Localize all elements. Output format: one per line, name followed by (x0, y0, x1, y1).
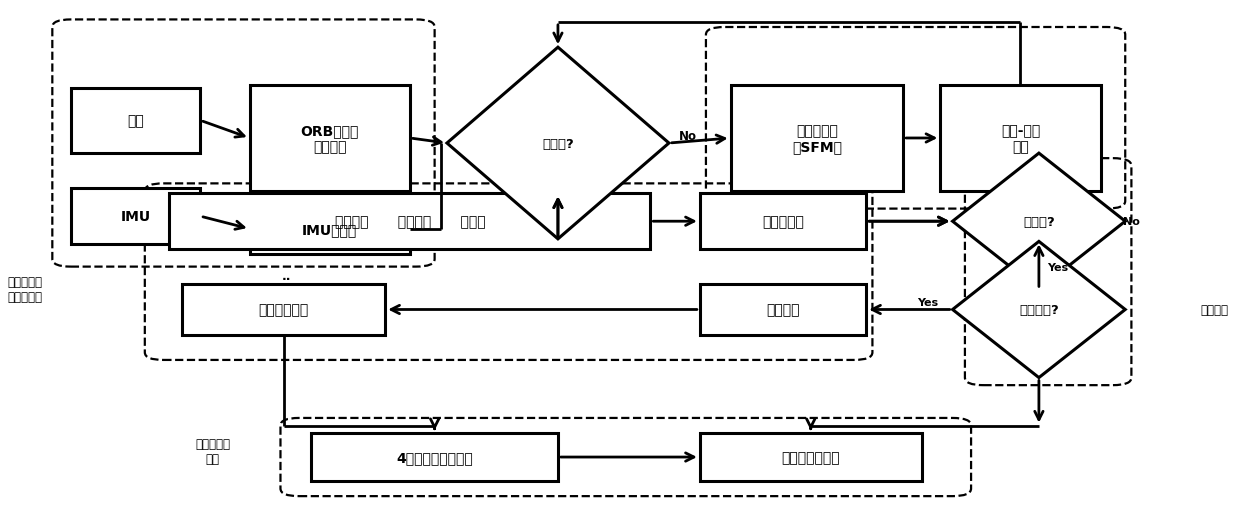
FancyBboxPatch shape (71, 89, 201, 154)
Text: ..: .. (282, 270, 291, 282)
Text: No: No (1123, 217, 1140, 227)
FancyBboxPatch shape (249, 204, 410, 254)
FancyBboxPatch shape (182, 285, 385, 335)
Text: 初始化?: 初始化? (543, 137, 574, 150)
Polygon shape (953, 154, 1125, 290)
FancyBboxPatch shape (311, 433, 558, 481)
Text: 相机: 相机 (128, 114, 144, 128)
FancyBboxPatch shape (700, 433, 922, 481)
Text: 仅基于视觉
（SFM）: 仅基于视觉 （SFM） (792, 124, 843, 154)
Text: 局部视觉惯
导实时优化: 局部视觉惯 导实时优化 (7, 276, 42, 304)
Text: 存储关键帧数据: 存储关键帧数据 (782, 450, 840, 464)
Text: 非线性优化: 非线性优化 (762, 215, 804, 229)
Text: 回环检测: 回环检测 (1201, 303, 1228, 317)
FancyBboxPatch shape (700, 194, 866, 249)
Text: 特征检索: 特征检索 (766, 303, 799, 317)
Text: 全局位姿图
优化: 全局位姿图 优化 (196, 437, 230, 465)
Polygon shape (953, 242, 1125, 378)
FancyBboxPatch shape (700, 285, 866, 335)
Text: 关键帧?: 关键帧? (1023, 215, 1054, 228)
Text: 旧的状态      滑动窗口      新状态: 旧的状态 滑动窗口 新状态 (335, 215, 486, 229)
Text: 加入回环检测: 加入回环检测 (259, 303, 309, 317)
Text: No: No (679, 130, 696, 143)
FancyBboxPatch shape (249, 86, 410, 191)
Text: Yes: Yes (1047, 262, 1068, 272)
Text: 回环检测?: 回环检测? (1018, 303, 1059, 317)
Text: 4自由度位姿图优化: 4自由度位姿图优化 (396, 450, 473, 464)
Polygon shape (447, 48, 669, 239)
FancyBboxPatch shape (731, 86, 903, 191)
FancyBboxPatch shape (71, 189, 201, 244)
Text: ORB特征提
取与匹配: ORB特征提 取与匹配 (301, 124, 359, 154)
Text: 视觉-惯导
匹配: 视觉-惯导 匹配 (1001, 124, 1040, 154)
Text: IMU预积分: IMU预积分 (302, 222, 357, 236)
FancyBboxPatch shape (170, 194, 650, 249)
Text: Yes: Yes (917, 297, 938, 307)
FancyBboxPatch shape (940, 86, 1100, 191)
Text: IMU: IMU (120, 210, 151, 224)
